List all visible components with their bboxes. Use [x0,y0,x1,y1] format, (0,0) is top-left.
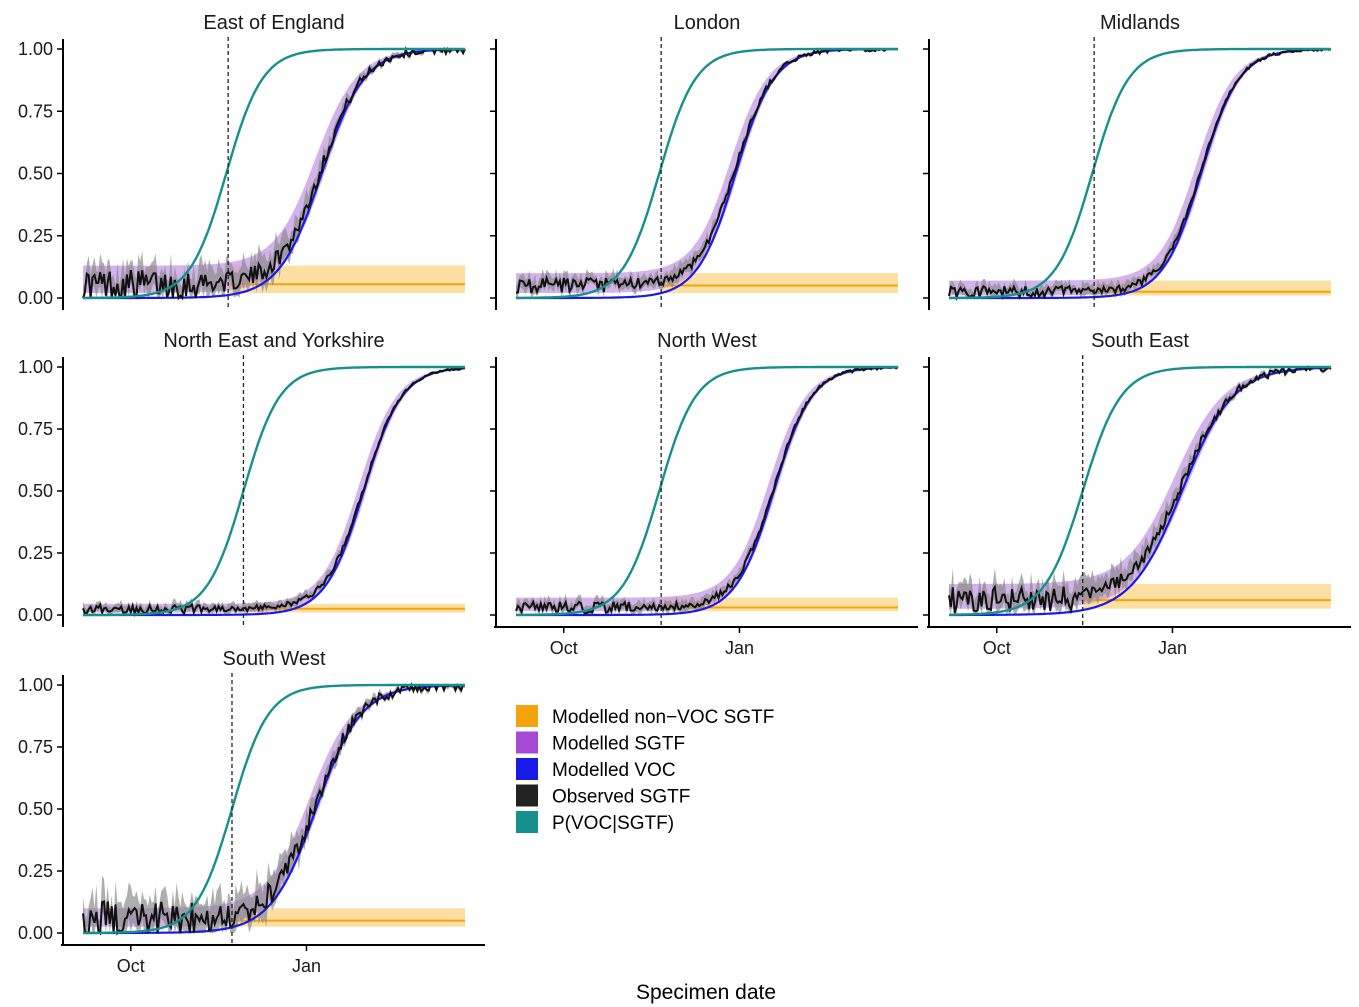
observed-sgtf-line [948,365,1332,614]
y-tick-label: 0.50 [18,481,53,501]
panel-north-west: North West Oct Jan [490,330,918,658]
panel-north-east-and-yorkshire: North East and Yorkshire 0.00 0.25 0.50 0.75… [18,330,466,627]
panel-title: South West [222,648,325,670]
legend-label: Observed SGTF [552,787,690,808]
panel-title: London [674,12,741,34]
legend: Modelled non−VOC SGTF Modelled SGTF Modell… [516,705,774,834]
y-tick-label: 0.25 [18,543,53,563]
y-tick-label: 1.00 [18,357,53,377]
observed-sgtf-line [82,681,465,936]
observed-sgtf-band [949,367,1331,615]
modelled-sgtf-band [83,49,465,294]
y-tick-label: 0.50 [18,799,53,819]
y-tick-label: 1.00 [18,675,53,695]
modelled-voc-line [949,48,1331,300]
p-voc-sgtf-line [83,683,465,935]
panel-east-of-england: East of England 0.00 0.25 0.50 0.75 1.00 [18,12,466,310]
x-tick-label: Oct [550,638,578,658]
observed-sgtf-line [515,47,898,295]
y-tick-label: 0.25 [18,226,53,246]
y-tick-label: 0.00 [18,288,53,308]
y-tick-label: 0.00 [18,923,53,943]
x-axis-label: Specimen date [636,981,776,1004]
p-voc-sgtf-line [949,47,1331,300]
observed-sgtf-band [516,49,898,298]
observed-sgtf-line [82,366,466,618]
legend-item-modelled-non-voc-sgtf: Modelled non−VOC SGTF [516,705,774,728]
p-voc-sgtf-line [949,365,1331,616]
modelled-sgtf-band [949,49,1331,296]
observed-sgtf-band [83,685,465,933]
x-tick-label: Oct [117,956,145,976]
observed-sgtf-band [949,49,1331,298]
legend-label: P(VOC|SGTF) [552,813,674,834]
modelled-sgtf-band [516,367,898,612]
y-tick-label: 0.75 [18,737,53,757]
legend-swatch [516,784,538,807]
legend-item-modelled-voc: Modelled VOC [516,758,676,781]
y-tick-label: 1.00 [18,39,53,59]
observed-sgtf-line [515,365,899,616]
panel-midlands: Midlands [923,12,1332,310]
panel-title: South East [1091,330,1189,352]
y-tick-label: 0.25 [18,861,53,881]
legend-item-observed-sgtf: Observed SGTF [516,784,690,808]
non-voc-sgtf-band [661,273,898,294]
y-tick-label: 0.50 [18,164,53,184]
modelled-sgtf-band [516,49,898,293]
modelled-voc-line [516,48,898,300]
panel-title: East of England [203,12,344,34]
panel-south-west: South West 0.00 0.25 0.50 0.75 1.00 Oct Jan [18,648,485,976]
modelled-voc-line [949,366,1332,617]
legend-label: Modelled SGTF [552,734,685,755]
legend-swatch [516,705,538,727]
panel-title: North East and Yorkshire [163,330,384,352]
panel-title: North West [657,330,757,352]
p-voc-sgtf-line [83,365,465,617]
legend-label: Modelled VOC [552,760,676,781]
x-tick-label: Oct [983,638,1011,658]
y-tick-label: 0.75 [18,101,53,121]
observed-sgtf-band [516,367,898,615]
legend-item-p-voc-sgtf: P(VOC|SGTF) [516,811,674,834]
p-voc-sgtf-line [516,365,898,617]
y-tick-label: 0.75 [18,419,53,439]
legend-label: Modelled non−VOC SGTF [552,707,774,728]
legend-swatch [516,811,538,833]
observed-sgtf-line [948,47,1332,302]
legend-swatch [516,731,538,754]
p-voc-sgtf-line [516,47,898,300]
observed-sgtf-line [82,45,466,301]
non-voc-sgtf-band [231,908,465,927]
x-tick-label: Jan [725,638,754,658]
legend-swatch [516,758,538,780]
legend-item-modelled-sgtf: Modelled SGTF [516,731,685,755]
x-tick-label: Jan [1158,638,1187,658]
modelled-voc-line [516,366,898,617]
y-tick-label: 0.00 [18,605,53,625]
x-tick-label: Jan [292,956,321,976]
panel-london: London [490,12,898,310]
p-voc-sgtf-line [83,47,465,300]
panel-title: Midlands [1100,12,1180,34]
panel-south-east: South East Oct Jan [923,330,1351,658]
